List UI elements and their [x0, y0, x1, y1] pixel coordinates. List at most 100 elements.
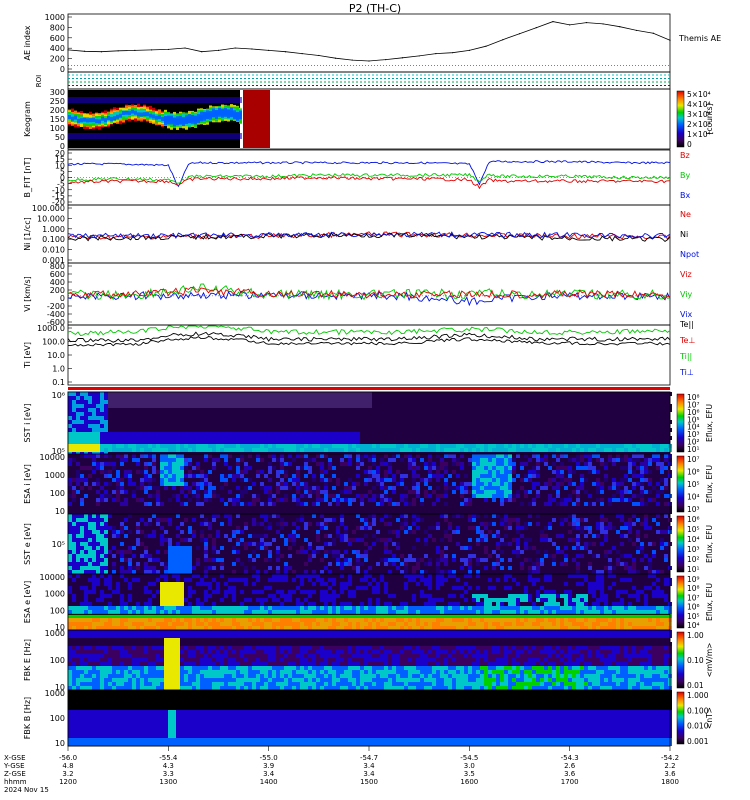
sst_i-cell [404, 416, 408, 420]
esa_i-cell [132, 454, 136, 458]
sst_e-cell [496, 530, 500, 534]
sst_e-cell [112, 562, 116, 566]
esa_i-cell [164, 458, 168, 462]
sst_e-cell [80, 518, 84, 522]
sst_i-cell [148, 432, 152, 436]
esa_i-cell [612, 486, 616, 490]
esa_i-cell [580, 458, 584, 462]
sst_i-cell [308, 404, 312, 408]
esa_i-cell [576, 502, 580, 506]
esa_e-cell [164, 626, 168, 630]
sst_i-cell [88, 412, 92, 416]
sst_i-cell [424, 404, 428, 408]
esa_i-cell [404, 510, 408, 514]
sst_e-cell [324, 566, 328, 570]
keogram-cell [167, 97, 170, 103]
esa_i-cell [592, 506, 596, 510]
esa_i-cell [500, 474, 504, 478]
sst_e-cell [596, 522, 600, 526]
keogram-cell [230, 97, 233, 103]
esa_i-cell [560, 454, 564, 458]
sst_i-cell [332, 404, 336, 408]
esa_e-cell [188, 618, 192, 622]
esa_e-cell [128, 598, 132, 602]
sst_i-cell [268, 416, 272, 420]
keogram-cell [230, 133, 233, 139]
keogram-cell [116, 111, 119, 118]
esa_i-cell [232, 498, 236, 502]
sst_i-cell [400, 448, 404, 452]
sst_e-cell [396, 530, 400, 534]
sst_i-cell [168, 432, 172, 436]
esa_i-cell [220, 474, 224, 478]
esa_i-cell [80, 486, 84, 490]
esa_i-cell [480, 454, 484, 458]
esa_i-cell [552, 486, 556, 490]
sst_e-cell [508, 526, 512, 530]
esa_e-cell [216, 622, 220, 626]
esa_i-cell [80, 506, 84, 510]
esa_i-cell [304, 502, 308, 506]
sst_e-cell [436, 558, 440, 562]
esa_i-cell [152, 462, 156, 466]
sst_i-cell [148, 392, 152, 396]
sst_e-cell [264, 514, 268, 518]
esa_i-cell [640, 478, 644, 482]
sst_i-cell [452, 448, 456, 452]
esa_e-cell [244, 582, 248, 586]
sst_e-cell [132, 554, 136, 558]
esa_i-cell [236, 502, 240, 506]
esa_i-cell [496, 486, 500, 490]
sst_i-cell [96, 420, 100, 424]
esa_i-cell [568, 494, 572, 498]
sst_i-cell [296, 448, 300, 452]
sst_i-cell [348, 444, 352, 448]
sst_i-cell [404, 392, 408, 396]
sst_e-cell [444, 530, 448, 534]
sst_i-cell [132, 436, 136, 440]
esa_i-cell [556, 506, 560, 510]
sst_i-cell [72, 408, 76, 412]
sst_e-cell [72, 566, 76, 570]
sst_i-cell [312, 444, 316, 448]
sst_i-cell [84, 432, 88, 436]
esa_e-cell [104, 578, 108, 582]
esa_i-cell [520, 486, 524, 490]
esa_i-cell [624, 466, 628, 470]
sst_e-cell [320, 514, 324, 518]
sst_i-cell [144, 436, 148, 440]
esa_i-cell [332, 498, 336, 502]
esa_e-cell [256, 578, 260, 582]
esa_e-cell [284, 578, 288, 582]
esa_i-cell [236, 494, 240, 498]
sst_i-cell [636, 428, 640, 432]
sst_i-cell [596, 408, 600, 412]
esa_i-cell [268, 478, 272, 482]
sst_e-cell [616, 530, 620, 534]
sst_e-cell [268, 514, 272, 518]
esa_i-cell [84, 482, 88, 486]
esa_e-cell [188, 590, 192, 594]
esa_i-cell [636, 494, 640, 498]
sst_i-cell [432, 428, 436, 432]
sst_i-cell [272, 396, 276, 400]
sst_e-cell [176, 558, 180, 562]
keogram-cell [215, 97, 218, 103]
sst_i-cell [428, 416, 432, 420]
sst_e-cell [360, 554, 364, 558]
sst_e-cell [76, 538, 80, 542]
esa_i-cell [612, 494, 616, 498]
sst_e-cell [304, 538, 308, 542]
esa_i-cell [252, 482, 256, 486]
sst_e-cell [572, 522, 576, 526]
sst_e-cell [576, 518, 580, 522]
sst_i-cell [200, 408, 204, 412]
esa_i-cell [576, 486, 580, 490]
sst_e-cell [508, 566, 512, 570]
esa_i-cell [600, 482, 604, 486]
esa_e-cell [136, 578, 140, 582]
esa_i-cell [480, 470, 484, 474]
sst_e-cell [620, 562, 624, 566]
esa_e-cell [244, 578, 248, 582]
sst_e-cell [88, 526, 92, 530]
